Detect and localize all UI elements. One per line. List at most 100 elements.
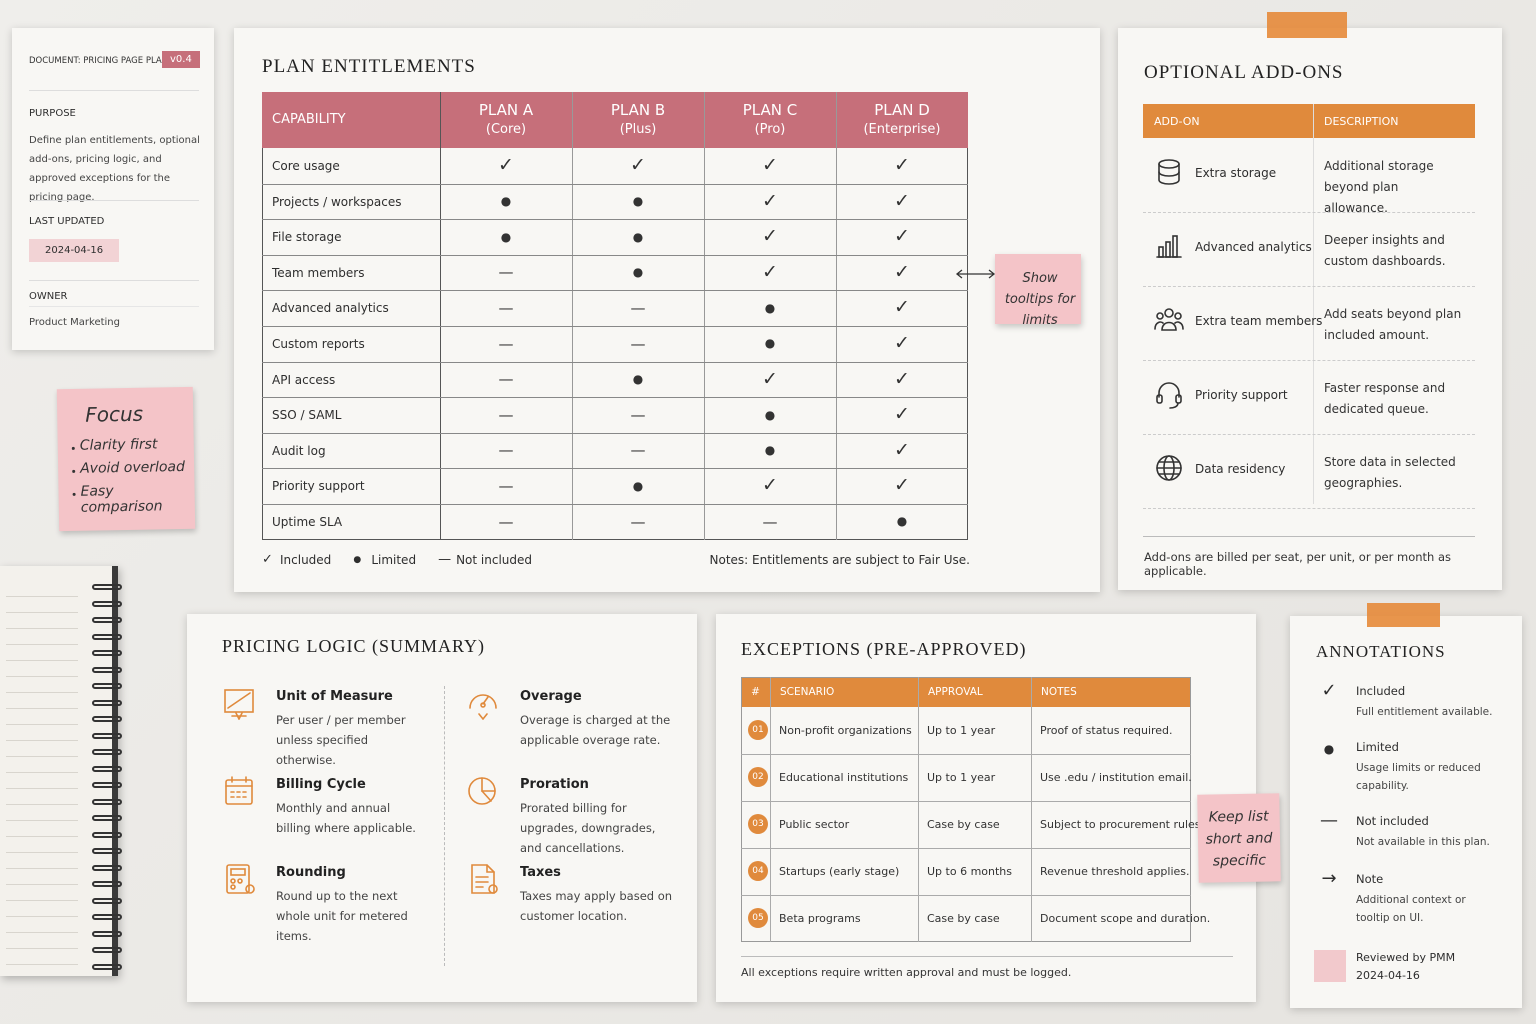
capability-cell: Priority support bbox=[272, 479, 365, 494]
exception-cell: Educational institutions bbox=[779, 771, 909, 784]
ring bbox=[92, 881, 122, 887]
row-line bbox=[741, 801, 1191, 802]
header-plan-sub: (Plus) bbox=[619, 122, 657, 137]
entitlement-cell: ✓ bbox=[630, 154, 646, 177]
header-cell: SCENARIO bbox=[780, 686, 835, 698]
row-line bbox=[741, 895, 1191, 896]
ruled-line bbox=[6, 756, 78, 757]
ruled-line bbox=[6, 932, 78, 933]
logic-text: Prorated billing for upgrades, downgrade… bbox=[520, 801, 656, 855]
ring bbox=[92, 716, 122, 722]
entitlement-cell: — bbox=[630, 298, 646, 317]
entitlement-cell: ● bbox=[500, 229, 512, 244]
col-line bbox=[836, 92, 837, 540]
entitlement-cell: — bbox=[762, 512, 778, 531]
footer-text: Add-ons are billed per seat, per unit, o… bbox=[1144, 550, 1452, 578]
review-title: Reviewed by PMM bbox=[1356, 951, 1456, 964]
ruled-line bbox=[6, 820, 78, 821]
icon bbox=[1156, 382, 1182, 409]
ruled-line bbox=[6, 900, 78, 901]
header-plan: PLAN A bbox=[478, 101, 534, 119]
exception-cell: Non-profit organizations bbox=[779, 724, 912, 737]
entitlement-cell: — bbox=[498, 370, 514, 389]
addon-name: Extra storage bbox=[1195, 166, 1277, 180]
ruled-line bbox=[6, 708, 78, 709]
annotation-title: Limited bbox=[1356, 740, 1399, 754]
row-line bbox=[262, 290, 968, 292]
header-cell: ADD-ON bbox=[1154, 115, 1200, 128]
entitlement-cell: ● bbox=[500, 193, 512, 208]
annotation-symbol: → bbox=[1321, 868, 1337, 889]
ruled-line bbox=[6, 788, 78, 789]
ruled-line bbox=[6, 772, 78, 773]
ring bbox=[92, 848, 122, 854]
annotation-text: Usage limits or reduced capability. bbox=[1356, 762, 1481, 792]
card-title: PRICING LOGIC (SUMMARY) bbox=[222, 636, 486, 656]
ruled-line bbox=[6, 884, 78, 885]
logic-title: Billing Cycle bbox=[276, 777, 366, 792]
entitlement-cell: ✓ bbox=[894, 403, 910, 426]
entitlement-cell: ✓ bbox=[894, 260, 910, 283]
logic-text: Monthly and annual billing where applica… bbox=[276, 801, 416, 835]
ruled-line bbox=[6, 612, 78, 613]
capability-cell: Uptime SLA bbox=[272, 515, 343, 529]
exception-cell: Case by case bbox=[927, 818, 1000, 831]
ruled-line bbox=[6, 740, 78, 741]
col-line bbox=[440, 92, 441, 540]
ring bbox=[92, 699, 122, 706]
row-line bbox=[262, 183, 968, 185]
ring bbox=[92, 963, 122, 970]
exception-cell: Beta programs bbox=[779, 912, 861, 925]
entitlement-cell: ✓ bbox=[894, 189, 910, 212]
ruled-line bbox=[6, 644, 78, 645]
ring bbox=[92, 930, 122, 937]
capability-cell: Audit log bbox=[272, 443, 326, 458]
col-line bbox=[572, 92, 573, 540]
exception-cell: Proof of status required. bbox=[1040, 724, 1173, 737]
note-title: Focus bbox=[85, 401, 144, 427]
header-row bbox=[262, 92, 968, 148]
capability-cell: File storage bbox=[272, 230, 342, 245]
ring bbox=[92, 947, 122, 953]
ruled-line bbox=[6, 868, 78, 869]
entitlement-cell: ✓ bbox=[762, 154, 778, 177]
divider bbox=[29, 280, 199, 281]
ruled-line bbox=[6, 692, 78, 693]
doc-card: DOCUMENT: PRICING PAGE PLAN v0.4 PURPOSE De… bbox=[12, 28, 214, 350]
entitlement-cell: — bbox=[498, 405, 514, 424]
card-title: OPTIONAL ADD-ONS bbox=[1144, 62, 1344, 83]
ruled-line bbox=[6, 836, 78, 837]
tape bbox=[1367, 603, 1440, 627]
ring bbox=[92, 617, 122, 623]
version-badge: v0.4 bbox=[162, 51, 200, 68]
entitlement-cell: — bbox=[498, 334, 514, 353]
icon bbox=[1156, 455, 1182, 481]
entitlement-cell: ✓ bbox=[762, 260, 778, 283]
icon bbox=[224, 689, 254, 720]
ring bbox=[92, 584, 122, 590]
divider bbox=[29, 90, 199, 91]
icon bbox=[1156, 235, 1182, 258]
card-title: ANNOTATIONS bbox=[1316, 642, 1446, 661]
ruled-line bbox=[6, 676, 78, 677]
logic-text: Taxes may apply based on customer locati… bbox=[520, 889, 673, 923]
ruled-line bbox=[6, 964, 78, 965]
ruled-line bbox=[6, 948, 78, 949]
logic-title: Unit of Measure bbox=[276, 689, 393, 704]
col-line bbox=[704, 92, 705, 540]
annotation-text: Additional context or tooltip on UI. bbox=[1356, 894, 1466, 924]
row-number: 02 bbox=[748, 767, 768, 787]
row-line bbox=[262, 468, 968, 470]
annotation-text: Full entitlement available. bbox=[1356, 706, 1493, 718]
exception-cell: Startups (early stage) bbox=[779, 865, 900, 878]
bullet-dot bbox=[72, 469, 76, 473]
card-title: EXCEPTIONS (PRE-APPROVED) bbox=[741, 639, 1027, 659]
entitlement-cell: — bbox=[498, 512, 514, 531]
entitlement-cell: — bbox=[498, 298, 514, 317]
row-line bbox=[741, 848, 1191, 849]
logic-title: Rounding bbox=[276, 865, 346, 880]
row-line bbox=[1143, 508, 1475, 509]
focus-note: Focus Clarity first Avoid overload Easy com… bbox=[56, 386, 196, 532]
entitlement-cell: ● bbox=[632, 478, 644, 493]
